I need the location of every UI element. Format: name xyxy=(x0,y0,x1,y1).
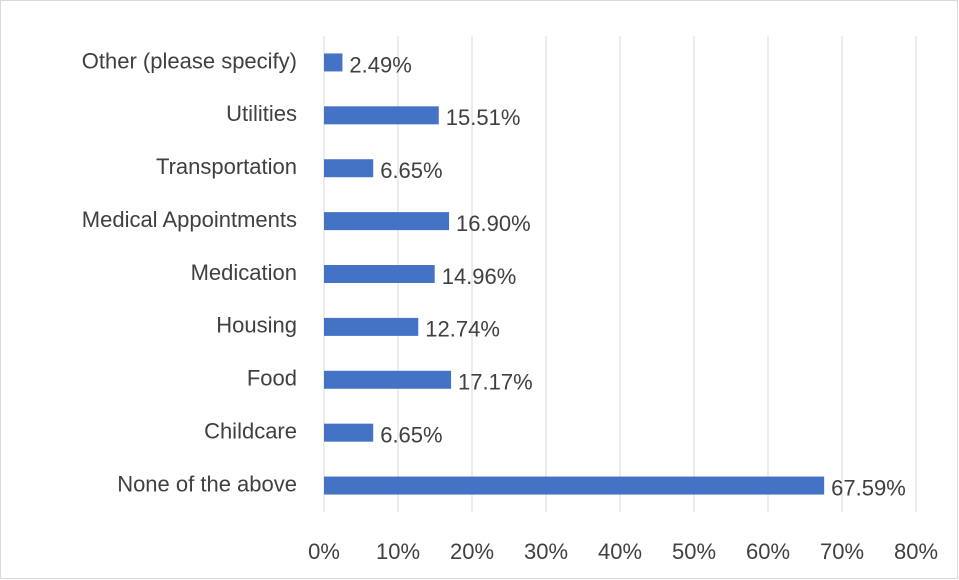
data-label: 6.65% xyxy=(380,158,442,183)
y-tick-label: Childcare xyxy=(204,418,297,443)
y-tick-label: None of the above xyxy=(117,471,297,496)
data-label: 14.96% xyxy=(442,264,517,289)
bar xyxy=(324,265,435,283)
data-label: 12.74% xyxy=(425,317,500,342)
y-tick-label: Other (please specify) xyxy=(82,48,297,73)
y-tick-label: Food xyxy=(247,366,297,391)
bar xyxy=(324,370,452,389)
y-tick-label: Housing xyxy=(216,313,297,338)
data-label: 67.59% xyxy=(831,475,906,500)
y-tick-label: Utilities xyxy=(226,101,297,126)
bar xyxy=(324,423,374,442)
x-tick-label: 70% xyxy=(820,539,864,564)
bar xyxy=(324,317,419,336)
bar xyxy=(324,212,450,231)
bar xyxy=(324,53,343,72)
bar xyxy=(324,476,825,495)
bar xyxy=(324,106,439,125)
data-label: 15.51% xyxy=(446,105,521,130)
y-tick-label: Transportation xyxy=(156,154,297,179)
data-label: 2.49% xyxy=(349,52,411,77)
x-tick-label: 10% xyxy=(376,539,420,564)
x-tick-label: 20% xyxy=(450,539,494,564)
data-label: 6.65% xyxy=(380,422,442,447)
y-tick-label: Medication xyxy=(191,260,297,285)
x-tick-label: 50% xyxy=(672,539,716,564)
x-tick-label: 30% xyxy=(524,539,568,564)
x-tick-label: 80% xyxy=(894,539,938,564)
bar xyxy=(324,159,374,178)
x-tick-label: 40% xyxy=(598,539,642,564)
x-tick-label: 0% xyxy=(308,539,340,564)
x-tick-label: 60% xyxy=(746,539,790,564)
data-label: 17.17% xyxy=(458,370,533,395)
y-tick-label: Medical Appointments xyxy=(82,207,297,232)
data-label: 16.90% xyxy=(456,211,531,236)
